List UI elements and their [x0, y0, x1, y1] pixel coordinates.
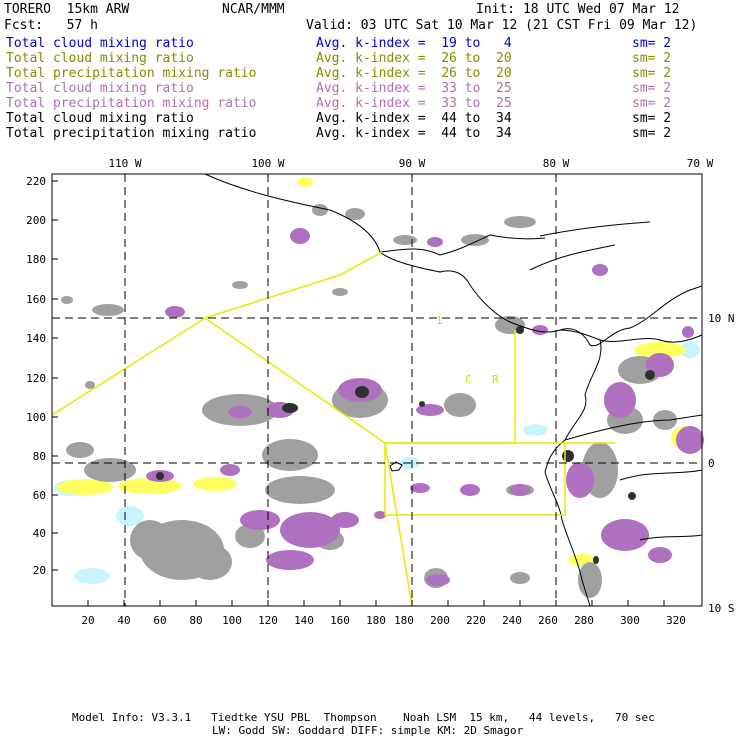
x-tick-label: 200 [430, 614, 450, 627]
y-tick-label: 80 [33, 450, 46, 463]
x-tick-label: 260 [538, 614, 558, 627]
model-title: TORERO 15km ARW [4, 2, 130, 17]
x-tick-label: 320 [666, 614, 686, 627]
legend-smoothing: sm= 2 [632, 51, 672, 66]
y-tick-label: 140 [26, 332, 46, 345]
x-tick-label: 160 [330, 614, 350, 627]
domain-label: R [492, 373, 499, 386]
init-time: Init: 18 UTC Wed 07 Mar 12 [476, 2, 680, 17]
x-tick-label: 20 [81, 614, 94, 627]
lon-label: 100 W [251, 157, 284, 170]
x-tick-label: 60 [153, 614, 166, 627]
y-tick-label: 60 [33, 489, 46, 502]
x-tick-label: 180 [366, 614, 386, 627]
x-tick-label: 80 [189, 614, 202, 627]
plot-area: 1 C R [51, 173, 704, 607]
legend-row: Total cloud mixing ratio Avg. k-index = … [6, 81, 726, 96]
lon-label: 80 W [543, 157, 570, 170]
x-tick-label: 40 [117, 614, 130, 627]
cloud-gray-areas [61, 204, 677, 598]
legend-field: Total precipitation mixing ratio [6, 66, 257, 81]
forecast-map: 110 W 100 W 90 W 80 W 70 W 10 N 0 10 S [26, 157, 735, 627]
legend-smoothing: sm= 2 [632, 96, 672, 111]
y-tick-label: 200 [26, 214, 46, 227]
axis-ticks [52, 180, 665, 606]
legend-field: Total cloud mixing ratio [6, 36, 194, 51]
legend-field: Total cloud mixing ratio [6, 111, 194, 126]
legend-kindex: Avg. k-index = 26 to 20 [316, 51, 512, 66]
legend-row: Total precipitation mixing ratio Avg. k-… [6, 66, 726, 81]
valid-time: Valid: 03 UTC Sat 10 Mar 12 (21 CST Fri … [306, 18, 698, 33]
precip-magenta-areas [146, 228, 704, 586]
lon-label: 90 W [399, 157, 426, 170]
x-tick-label: 220 [466, 614, 486, 627]
physics-info: LW: Godd SW: Goddard DIFF: simple KM: 2D… [212, 724, 524, 737]
legend-row: Total precipitation mixing ratio Avg. k-… [6, 96, 726, 111]
legend-field: Total precipitation mixing ratio [6, 96, 257, 111]
nested-domain-outlines [51, 251, 615, 607]
legend-field: Total cloud mixing ratio [6, 51, 194, 66]
y-tick-label: 180 [26, 253, 46, 266]
lat-label: 10 S [708, 602, 735, 615]
y-tick-label: 160 [26, 293, 46, 306]
legend-kindex: Avg. k-index = 44 to 34 [316, 126, 512, 141]
x-tick-labels: 20 40 60 80 100 120 140 160 180 200 220 … [81, 614, 686, 627]
forecast-hour: Fcst: 57 h [4, 18, 98, 33]
y-tick-label: 100 [26, 411, 46, 424]
legend-row: Total cloud mixing ratio Avg. k-index = … [6, 51, 726, 66]
legend-smoothing: sm= 2 [632, 66, 672, 81]
legend-smoothing: sm= 2 [632, 126, 672, 141]
lat-lon-grid [52, 174, 702, 606]
legend-smoothing: sm= 2 [632, 111, 672, 126]
lat-label: 10 N [708, 312, 735, 325]
y-tick-label: 120 [26, 372, 46, 385]
lon-label: 110 W [108, 157, 141, 170]
lon-label: 70 W [687, 157, 714, 170]
y-tick-labels: 20 40 60 80 100 120 140 160 180 200 220 [26, 175, 46, 577]
x-tick-label: 300 [620, 614, 640, 627]
organization: NCAR/MMM [222, 2, 285, 17]
x-tick-label-180: 180 [394, 614, 414, 627]
legend-kindex: Avg. k-index = 26 to 20 [316, 66, 512, 81]
lat-label: 0 [708, 457, 715, 470]
legend-kindex: Avg. k-index = 33 to 25 [316, 81, 512, 96]
domain-label: 1 [436, 314, 443, 327]
legend-field: Total cloud mixing ratio [6, 81, 194, 96]
legend-kindex: Avg. k-index = 44 to 34 [316, 111, 512, 126]
plot-frame [51, 173, 703, 607]
x-tick-label: 140 [294, 614, 314, 627]
x-tick-label: 280 [574, 614, 594, 627]
x-tick-label: 120 [258, 614, 278, 627]
x-tick-label: 100 [222, 614, 242, 627]
model-info: Model Info: V3.3.1 Tiedtke YSU PBL Thomp… [72, 711, 655, 724]
y-tick-label: 40 [33, 527, 46, 540]
legend-row: Total cloud mixing ratio Avg. k-index = … [6, 111, 726, 126]
legend-row: Total precipitation mixing ratio Avg. k-… [6, 126, 726, 141]
domain-label: C [465, 373, 472, 386]
y-tick-label: 20 [33, 564, 46, 577]
legend-field: Total precipitation mixing ratio [6, 126, 257, 141]
y-tick-label: 220 [26, 175, 46, 188]
legend-smoothing: sm= 2 [632, 81, 672, 96]
legend-kindex: Avg. k-index = 33 to 25 [316, 96, 512, 111]
x-tick-label: 240 [502, 614, 522, 627]
legend-row: Total cloud mixing ratio Avg. k-index = … [6, 36, 726, 51]
legend-smoothing: sm= 2 [632, 36, 672, 51]
legend-kindex: Avg. k-index = 19 to 4 [316, 36, 512, 51]
